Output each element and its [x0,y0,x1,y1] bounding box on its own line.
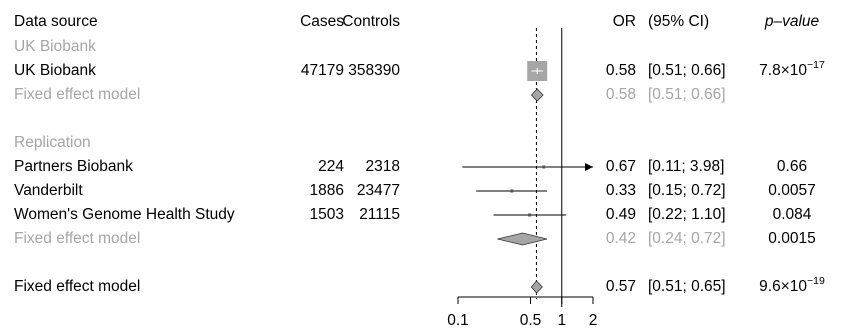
study-label: Partners Biobank [14,158,133,175]
pooled-diamond [530,280,543,294]
ci-value: [0.51; 0.66] [648,62,726,79]
study-label: UK Biobank [14,62,96,79]
ci-value: [0.11; 3.98] [648,158,724,175]
p-value: 7.8×10−17 [759,59,825,79]
controls-value: 23477 [357,182,400,199]
p-value-exponent: −19 [807,275,825,287]
p-value: 9.6×10−19 [759,275,825,295]
ci-value: [0.15; 0.72] [648,182,726,199]
cases-value: 1503 [310,206,344,223]
p-value: 0.0015 [768,230,815,247]
header-controls: Controls [342,13,400,30]
p-value-mantissa: 7.8 [759,62,781,79]
pooled-label: Fixed effect model [14,86,140,103]
study-weight-square [542,165,546,169]
header-ci: (95% CI) [648,13,709,30]
ci-value: [0.22; 1.10] [648,206,726,223]
header-pvalue: p–value [764,13,820,30]
p-value: 0.084 [773,206,812,223]
ci-value: [0.51; 0.66] [648,86,726,103]
or-value: 0.33 [606,182,636,199]
x-tick-label: 1 [557,312,566,329]
x-tick-label: 2 [589,312,598,329]
or-value: 0.42 [606,230,636,247]
group-label: UK Biobank [14,38,96,55]
study-label: Women's Genome Health Study [14,206,235,223]
x-tick-label: 0.5 [520,312,542,329]
or-value: 0.58 [606,86,636,103]
pooled-label: Fixed effect model [14,278,140,295]
p-value-mantissa: 9.6 [759,278,781,295]
controls-value: 2318 [366,158,400,175]
study-weight-square [528,213,532,217]
group-label: Replication [14,134,91,151]
p-value: 0.66 [777,158,807,175]
header-cases: Cases [300,13,344,30]
cases-value: 1886 [310,182,344,199]
or-value: 0.49 [606,206,636,223]
study-label: Vanderbilt [14,182,83,199]
ci-value: [0.24; 0.72] [648,230,726,247]
pooled-label: Fixed effect model [14,230,140,247]
header-data-source: Data source [14,13,98,30]
controls-value: 358390 [348,62,400,79]
ci-arrow-right [585,163,593,171]
p-value-exponent: −17 [807,59,825,71]
p-value-times-ten: ×10 [781,278,808,295]
p-value: 0.0057 [768,182,815,199]
ci-value: [0.51; 0.65] [648,278,726,295]
cases-value: 47179 [301,62,344,79]
header-or: OR [613,13,636,30]
or-value: 0.58 [606,62,636,79]
pooled-diamond [530,88,544,102]
or-value: 0.57 [606,278,636,295]
or-value: 0.67 [606,158,636,175]
controls-value: 21115 [359,206,400,223]
cases-value: 224 [318,158,344,175]
pooled-diamond [497,232,548,246]
p-value-times-ten: ×10 [781,62,808,79]
x-tick-label: 0.1 [447,312,469,329]
study-weight-square [510,189,514,193]
